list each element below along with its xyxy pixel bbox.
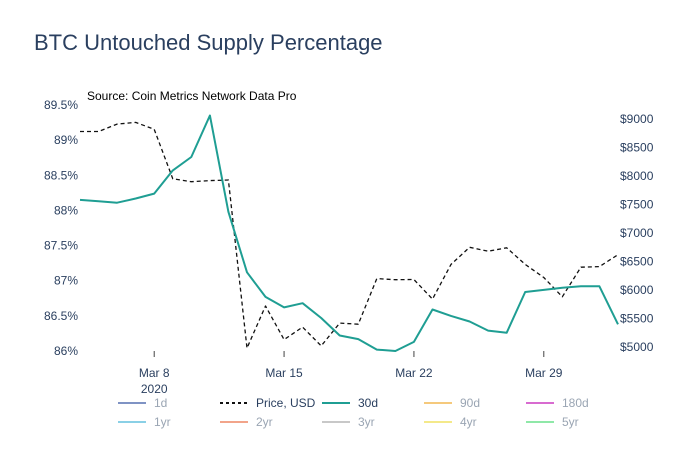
plot-lines — [79, 114, 619, 352]
legend-label: 2yr — [256, 415, 273, 429]
left-axis-tick-label: 89% — [54, 133, 78, 147]
left-axis-tick-label: 86.5% — [44, 309, 78, 323]
left-axis-tick-label: 89.5% — [44, 98, 78, 112]
x-axis-year-label: 2020 — [141, 382, 168, 396]
x-axis-tick-label: Mar 29 — [525, 366, 563, 380]
legend-label: 180d — [562, 396, 589, 410]
right-axis-tick-label: $9000 — [620, 112, 654, 126]
right-axis-tick-label: $8500 — [620, 141, 654, 155]
series-line-30d — [79, 114, 619, 352]
legend-item-3yr[interactable]: 3yr — [322, 415, 375, 429]
left-axis-tick-label: 88.5% — [44, 168, 78, 182]
legend[interactable]: 1d Price, USD 30d 90d 180d 1yr 2yr 3yr 4yr 5yr — [118, 396, 589, 429]
legend-item-4yr[interactable]: 4yr — [424, 415, 477, 429]
chart-title: BTC Untouched Supply Percentage — [34, 30, 383, 55]
right-axis-tick-label: $8000 — [620, 169, 654, 183]
legend-label: 5yr — [562, 415, 579, 429]
legend-label: Price, USD — [256, 396, 316, 410]
right-axis-ticks: $5000 $5500 $6000 $6500 $7000 $7500 $8000 $8500… — [620, 112, 654, 354]
left-axis-tick-label: 87.5% — [44, 239, 78, 253]
left-axis-tick-label: 86% — [54, 344, 78, 358]
x-axis-tick-label: Mar 22 — [395, 366, 433, 380]
legend-item-180d[interactable]: 180d — [526, 396, 589, 410]
right-axis-tick-label: $5000 — [620, 340, 654, 354]
x-axis-tick-label: Mar 15 — [265, 366, 303, 380]
legend-label: 1yr — [154, 415, 171, 429]
legend-item-30d[interactable]: 30d — [322, 396, 378, 410]
right-axis-tick-label: $5500 — [620, 312, 654, 326]
left-axis-tick-label: 87% — [54, 274, 78, 288]
legend-label: 90d — [460, 396, 480, 410]
legend-label: 4yr — [460, 415, 477, 429]
legend-label: 1d — [154, 396, 167, 410]
legend-item-1d[interactable]: 1d — [118, 396, 167, 410]
legend-item-5yr[interactable]: 5yr — [526, 415, 579, 429]
legend-item-price-usd[interactable]: Price, USD — [220, 396, 316, 410]
x-axis-tick-label: Mar 8 — [139, 366, 170, 380]
x-axis-ticks: Mar 8 2020 Mar 15 Mar 22 Mar 29 — [139, 351, 563, 396]
legend-item-2yr[interactable]: 2yr — [220, 415, 273, 429]
legend-item-1yr[interactable]: 1yr — [118, 415, 171, 429]
legend-label: 30d — [358, 396, 378, 410]
series-line-price-usd — [80, 121, 619, 349]
right-axis-tick-label: $6500 — [620, 255, 654, 269]
left-axis-ticks: 86% 86.5% 87% 87.5% 88% 88.5% 89% 89.5% — [44, 98, 78, 358]
legend-item-90d[interactable]: 90d — [424, 396, 480, 410]
chart-source-annotation: Source: Coin Metrics Network Data Pro — [87, 89, 297, 103]
right-axis-tick-label: $7000 — [620, 226, 654, 240]
left-axis-tick-label: 88% — [54, 203, 78, 217]
legend-label: 3yr — [358, 415, 375, 429]
right-axis-tick-label: $7500 — [620, 198, 654, 212]
right-axis-tick-label: $6000 — [620, 283, 654, 297]
